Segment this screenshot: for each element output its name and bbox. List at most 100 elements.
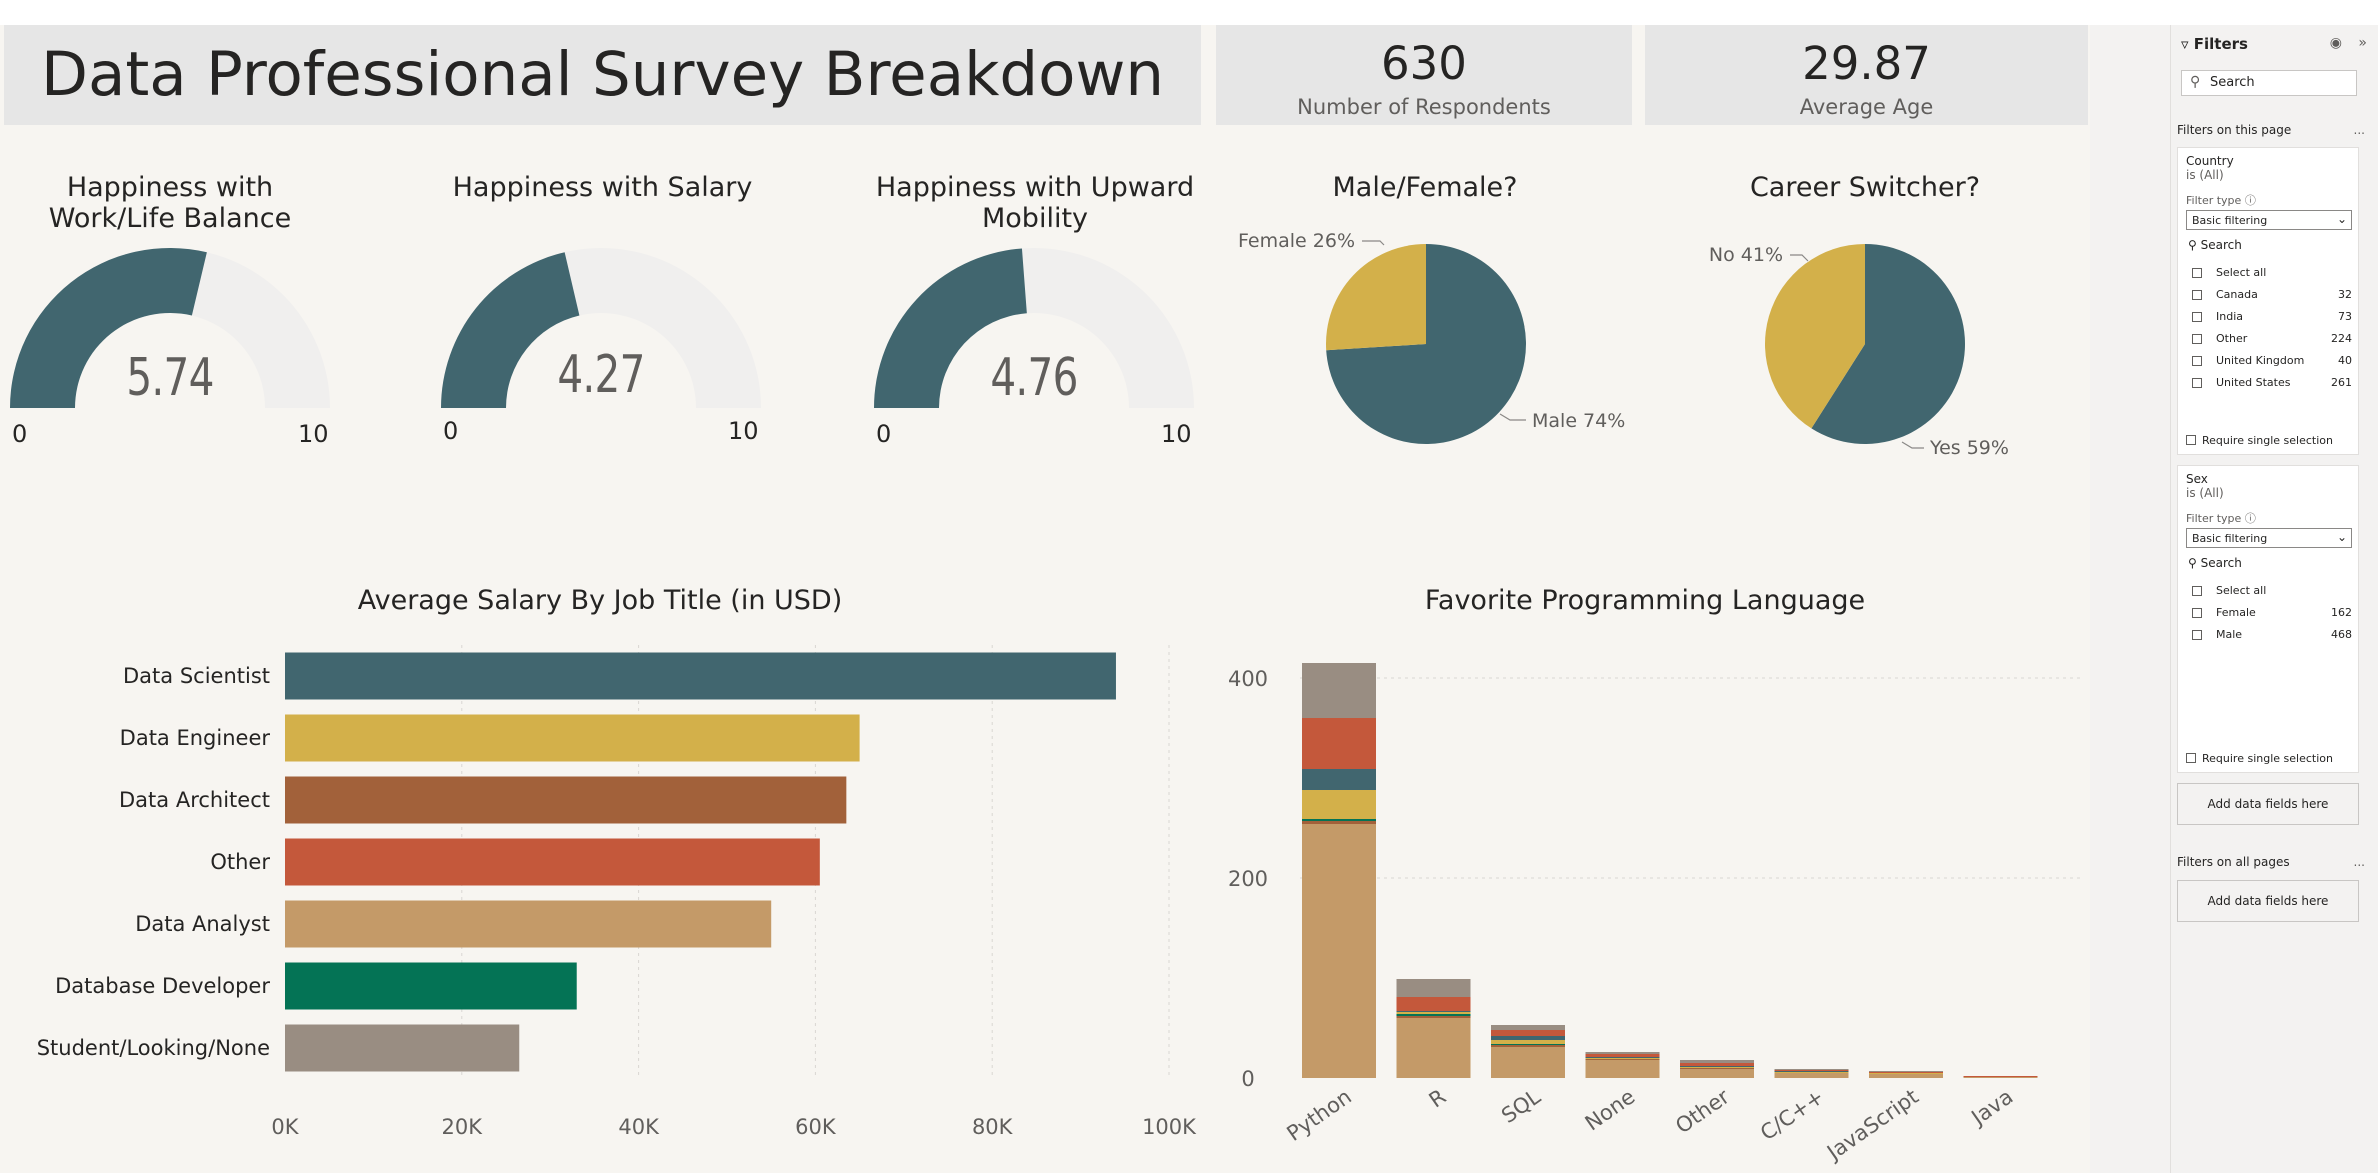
stacked-segment: [1774, 1072, 1849, 1073]
filter-option[interactable]: Select all: [2192, 584, 2352, 600]
pie-chart-sex[interactable]: Female 26% Male 74%: [1230, 220, 1630, 460]
column-chart-title: Favorite Programming Language: [1424, 585, 1866, 616]
filters-search-input[interactable]: ⚲ Search: [2181, 70, 2357, 96]
stacked-segment: [1491, 1036, 1565, 1040]
stacked-segment: [1585, 1057, 1660, 1058]
filter-option[interactable]: Male 468: [2192, 628, 2352, 644]
stacked-segment: [1680, 1063, 1754, 1066]
filter-option[interactable]: Other 224: [2192, 332, 2352, 348]
filter-field-name: Country: [2186, 154, 2234, 168]
y-tick-label: 0: [1241, 1067, 1254, 1091]
pie-data-label: Female 26%: [1238, 230, 1355, 252]
kpi-value: 29.87: [1802, 37, 1931, 90]
filter-card-country[interactable]: Country is (All) Filter type ⓘ Basic fil…: [2177, 147, 2359, 455]
filters-on-all-pages-label: Filters on all pages: [2177, 855, 2290, 869]
kpi-card-average-age[interactable]: 29.87 Average Age: [1645, 25, 2088, 125]
info-icon: ⓘ: [2244, 512, 2256, 525]
filter-option[interactable]: Female 162: [2192, 606, 2352, 622]
y-tick-label: Data Scientist: [123, 664, 270, 688]
bar: [285, 776, 847, 824]
filter-type-label: Filter type ⓘ: [2186, 512, 2256, 525]
bar: [285, 1024, 520, 1072]
require-single-selection[interactable]: Require single selection: [2186, 434, 2333, 447]
stacked-segment: [1680, 1060, 1754, 1063]
stacked-segment: [1302, 819, 1376, 821]
stacked-segment: [1869, 1073, 1943, 1074]
y-tick-label: 400: [1228, 667, 1268, 691]
more-options-icon[interactable]: ...: [2353, 855, 2365, 869]
more-options-icon[interactable]: ...: [2353, 123, 2365, 137]
filter-option[interactable]: United Kingdom 40: [2192, 354, 2352, 370]
checkbox: [2192, 312, 2202, 322]
stacked-segment: [1869, 1072, 1943, 1073]
stacked-segment: [1585, 1058, 1660, 1059]
x-tick-label: SQL: [1497, 1084, 1545, 1128]
pie-leader-line: [1790, 254, 1809, 262]
filter-card-sex[interactable]: Sex is (All) Filter type ⓘ Basic filteri…: [2177, 465, 2359, 773]
kpi-value: 630: [1381, 37, 1467, 90]
x-tick-label: JavaScript: [1821, 1084, 1923, 1165]
gauge-min-label: 0: [12, 420, 28, 448]
pie-slice: [1326, 244, 1426, 351]
filter-option[interactable]: Canada 32: [2192, 288, 2352, 304]
filter-type-dropdown[interactable]: Basic filtering ⌄: [2186, 528, 2352, 548]
stacked-segment: [1680, 1067, 1754, 1068]
pie-leader-line: [1362, 240, 1385, 246]
gauge-max-label: 10: [298, 420, 329, 448]
stacked-segment: [1396, 1016, 1471, 1018]
x-tick-label: 40K: [618, 1115, 660, 1139]
search-icon: ⚲: [2190, 74, 2201, 90]
bar-chart-salary[interactable]: 0K 20K 40K 60K 80K 100K Data Scientist Data Eng…: [0, 630, 1200, 1170]
filters-on-page-label: Filters on this page: [2177, 123, 2292, 137]
checkbox: [2192, 356, 2202, 366]
gauge-upward-mobility[interactable]: [864, 230, 1204, 420]
stacked-segment: [1396, 1011, 1471, 1012]
pie-title: Male/Female?: [1332, 172, 1518, 203]
stacked-segment: [1774, 1071, 1849, 1072]
stacked-segment: [1680, 1066, 1754, 1067]
kpi-label: Average Age: [1799, 95, 1934, 119]
collapse-pane-icon[interactable]: »: [2358, 35, 2367, 51]
search-icon: ⚲: [2188, 556, 2197, 570]
stacked-segment: [1680, 1069, 1754, 1078]
y-tick-label: 200: [1228, 867, 1268, 891]
x-tick-label: Java: [1966, 1084, 2018, 1130]
gauge-fill: [10, 247, 207, 408]
add-data-fields-page[interactable]: Add data fields here: [2177, 783, 2359, 825]
add-data-fields-all[interactable]: Add data fields here: [2177, 880, 2359, 922]
gauge-min-label: 0: [443, 417, 459, 445]
filter-option[interactable]: United States 261: [2192, 376, 2352, 392]
filter-card-search[interactable]: ⚲ Search: [2188, 556, 2242, 570]
gauge-work-life-balance[interactable]: [0, 230, 340, 420]
filter-option[interactable]: Select all: [2192, 266, 2352, 282]
stacked-segment: [1680, 1068, 1754, 1069]
x-tick-label: R: [1425, 1084, 1451, 1112]
pie-chart-career-switcher[interactable]: No 41% Yes 59%: [1680, 220, 2080, 460]
page-gutter: [2090, 25, 2170, 1173]
filter-funnel-icon: ▿: [2181, 35, 2189, 53]
top-bar: [0, 0, 2378, 26]
eye-icon[interactable]: ◉: [2329, 35, 2342, 51]
gauge-salary[interactable]: [431, 230, 771, 420]
filter-field-name: Sex: [2186, 472, 2208, 486]
filter-option[interactable]: India 73: [2192, 310, 2352, 326]
x-tick-label: Other: [1671, 1084, 1734, 1138]
stacked-segment: [1396, 1014, 1471, 1016]
require-single-selection[interactable]: Require single selection: [2186, 752, 2333, 765]
bar-chart-title: Average Salary By Job Title (in USD): [357, 585, 843, 616]
gauge-title: Happiness with Salary: [452, 172, 753, 203]
column-chart-languages[interactable]: 0 200 400 Python R SQL None Other C/C++JavaScrip…: [1190, 630, 2090, 1173]
stacked-segment: [1869, 1074, 1943, 1078]
pie-data-label: No 41%: [1709, 244, 1783, 266]
pie-slice: [1326, 244, 1526, 444]
stacked-segment: [1491, 1030, 1565, 1036]
checkbox: [2192, 334, 2202, 344]
bar: [285, 962, 577, 1010]
kpi-card-respondents[interactable]: 630 Number of Respondents: [1216, 25, 1632, 125]
filter-type-dropdown[interactable]: Basic filtering ⌄: [2186, 210, 2352, 230]
pie-leader-line: [1901, 441, 1924, 449]
gauge-fill: [874, 248, 1027, 408]
x-tick-label: 0K: [271, 1115, 299, 1139]
filter-card-search[interactable]: ⚲ Search: [2188, 238, 2242, 252]
